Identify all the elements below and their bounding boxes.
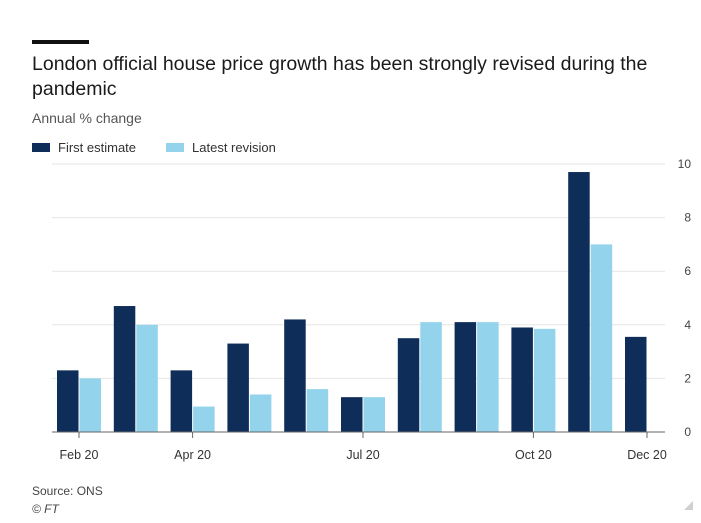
x-tick-label: Feb 20 bbox=[60, 448, 99, 462]
chart-title: London official house price growth has b… bbox=[32, 53, 648, 100]
bar-first-estimate bbox=[454, 322, 477, 432]
bar-first-estimate bbox=[284, 319, 306, 432]
legend-item-first-estimate: First estimate bbox=[32, 140, 136, 155]
legend: First estimate Latest revision bbox=[32, 140, 306, 155]
bar-latest-revision bbox=[136, 324, 158, 432]
y-tick-label: 10 bbox=[678, 157, 692, 171]
x-tick-label: Dec 20 bbox=[627, 448, 667, 462]
bar-first-estimate bbox=[397, 338, 420, 432]
bar-latest-revision bbox=[306, 389, 329, 432]
legend-label-latest-revision: Latest revision bbox=[192, 140, 276, 155]
bar-latest-revision bbox=[363, 397, 385, 432]
title-accent-bar bbox=[32, 40, 89, 44]
x-tick-label: Oct 20 bbox=[515, 448, 552, 462]
bar-latest-revision bbox=[420, 322, 442, 432]
y-tick-label: 4 bbox=[684, 318, 691, 332]
bar-first-estimate bbox=[568, 172, 590, 433]
legend-swatch-first-estimate bbox=[32, 143, 50, 152]
y-tick-label: 2 bbox=[684, 371, 691, 385]
bar-latest-revision bbox=[249, 394, 272, 432]
chart-subtitle: Annual % change bbox=[32, 110, 142, 126]
legend-swatch-latest-revision bbox=[166, 143, 185, 152]
bar-first-estimate bbox=[511, 327, 533, 432]
bar-first-estimate bbox=[57, 370, 79, 432]
bar-latest-revision bbox=[590, 244, 613, 432]
legend-item-latest-revision: Latest revision bbox=[166, 140, 276, 155]
bar-first-estimate bbox=[113, 306, 136, 432]
y-tick-label: 8 bbox=[684, 211, 691, 225]
bar-first-estimate bbox=[341, 397, 363, 432]
source-note: Source: ONS bbox=[32, 484, 103, 498]
bar-latest-revision bbox=[533, 328, 556, 432]
bar-latest-revision bbox=[193, 406, 215, 432]
x-tick-label: Apr 20 bbox=[174, 448, 211, 462]
bar-first-estimate bbox=[625, 336, 647, 432]
bar-first-estimate bbox=[227, 343, 249, 432]
resize-corner-icon bbox=[684, 501, 693, 510]
legend-label-first-estimate: First estimate bbox=[58, 140, 137, 155]
bar-latest-revision bbox=[477, 322, 499, 432]
copyright-note: © FT bbox=[32, 502, 59, 516]
bar-latest-revision bbox=[79, 378, 101, 432]
y-tick-label: 6 bbox=[684, 264, 691, 278]
bar-first-estimate bbox=[170, 370, 193, 432]
y-tick-label: 0 bbox=[684, 425, 691, 439]
x-tick-label: Jul 20 bbox=[346, 448, 379, 462]
